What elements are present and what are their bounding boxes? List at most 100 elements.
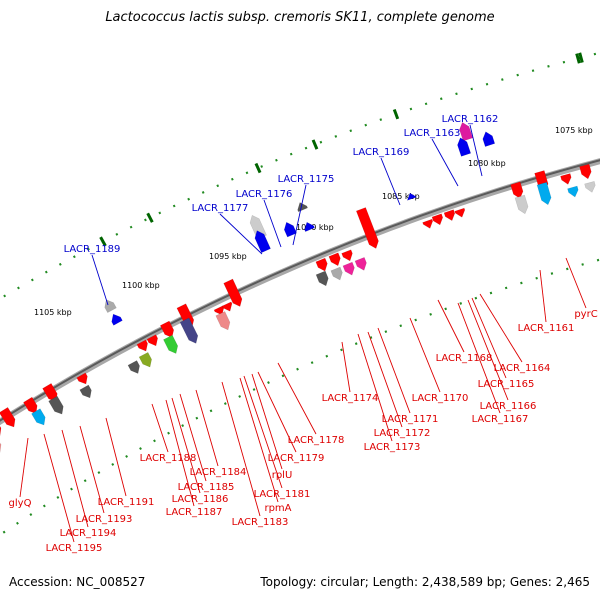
reverse-gene-block	[0, 406, 16, 428]
gene-label-glyq: glyQ	[9, 498, 32, 509]
gene-label-lacr-1194: LACR_1194	[60, 528, 117, 539]
reverse-gene-block	[454, 207, 466, 218]
reverse-gene-block	[213, 305, 225, 316]
tick-label-1105-kbp: 1105 kbp	[34, 308, 72, 317]
gene-label-lacr-1173: LACR_1173	[364, 442, 421, 453]
gene-label-lacr-1162: LACR_1162	[442, 114, 499, 125]
reverse-gene-block	[328, 252, 341, 267]
gene-label-lacr-1193: LACR_1193	[76, 514, 133, 525]
accession-text: Accession: NC_008527	[9, 575, 146, 589]
tick-label-1075-kbp: 1075 kbp	[555, 126, 593, 135]
reverse-gene-block	[215, 311, 231, 331]
leader-line-lacr-1170	[409, 317, 441, 393]
tick-label-1090-kbp: 1090 kbp	[296, 223, 334, 232]
leader-line-lacr-1183	[221, 381, 261, 517]
leader-line-lacr-1173	[357, 333, 393, 442]
leader-line-lacr-1193	[79, 425, 105, 514]
reverse-gene-block	[221, 301, 233, 312]
tick-mark-1095-kbp	[254, 162, 262, 174]
leader-line-pyrc	[565, 257, 587, 309]
leader-line-lacr-1194	[61, 429, 89, 528]
reverse-gene-block	[163, 334, 179, 354]
reverse-gene-block	[42, 383, 58, 402]
leader-line-rpma	[239, 377, 279, 503]
leader-line-lacr-1185	[179, 393, 207, 482]
gene-label-lacr-1167: LACR_1167	[472, 414, 529, 425]
gene-label-lacr-1189: LACR_1189	[64, 244, 121, 255]
leader-line-lacr-1168	[437, 299, 465, 353]
leader-line-lacr-1181	[243, 375, 283, 489]
gene-label-lacr-1176: LACR_1176	[236, 189, 293, 200]
leader-line-lacr-1162	[469, 124, 483, 177]
reverse-gene-block	[127, 360, 140, 374]
tick-mark-1090-kbp	[311, 139, 319, 150]
leader-line-lacr-1167	[457, 302, 501, 414]
gene-label-lacr-1187: LACR_1187	[166, 507, 223, 518]
gene-label-lacr-1177: LACR_1177	[192, 203, 249, 214]
reverse-gene-block	[79, 384, 92, 399]
leader-line-lacr-1161	[539, 269, 547, 323]
reverse-gene-block	[579, 163, 592, 180]
forward-gene-block	[249, 214, 267, 240]
gene-label-lacr-1175: LACR_1175	[278, 174, 335, 185]
reverse-gene-block	[422, 218, 433, 229]
leader-line-lacr-1165	[471, 297, 507, 379]
leader-line-lacr-1177	[219, 213, 263, 255]
gene-label-lacr-1161: LACR_1161	[518, 323, 575, 334]
leader-line-lacr-1188	[151, 403, 169, 453]
gene-label-lacr-1191: LACR_1191	[98, 497, 155, 508]
forward-gene-block	[297, 202, 308, 213]
forward-gene-block	[459, 122, 474, 142]
gene-label-pyrc: pyrC	[574, 309, 597, 320]
reverse-gene-block	[514, 194, 529, 215]
forward-gene-block	[304, 221, 315, 232]
reverse-gene-block	[342, 261, 355, 276]
leader-line-lacr-1171	[377, 327, 411, 414]
reverse-gene-block	[179, 317, 199, 344]
reverse-gene-block	[536, 181, 552, 206]
gene-label-lacr-1185: LACR_1185	[178, 482, 235, 493]
gene-label-lacr-1174: LACR_1174	[322, 393, 379, 404]
gene-label-lacr-1183: LACR_1183	[232, 517, 289, 528]
reverse-gene-block	[584, 181, 596, 193]
reverse-gene-block	[443, 209, 456, 222]
reverse-gene-block	[159, 320, 175, 338]
reverse-gene-block	[431, 213, 444, 226]
tick-label-1100-kbp: 1100 kbp	[122, 281, 160, 290]
reverse-gene-block	[341, 249, 353, 262]
leader-line-lacr-1195	[43, 433, 75, 543]
gene-label-lacr-1186: LACR_1186	[172, 494, 229, 505]
reverse-gene-block	[510, 181, 524, 199]
leader-line-lacr-1175	[292, 184, 307, 246]
gene-label-lacr-1172: LACR_1172	[374, 428, 431, 439]
page-title: Lactococcus lactis subsp. cremoris SK11,…	[105, 10, 495, 25]
reverse-gene-block	[355, 207, 379, 249]
gene-label-rplu: rplU	[272, 470, 293, 481]
reverse-gene-block	[315, 270, 329, 287]
gene-label-lacr-1169: LACR_1169	[353, 147, 410, 158]
gene-label-lacr-1181: LACR_1181	[254, 489, 311, 500]
gene-label-rpma: rpmA	[264, 503, 291, 514]
leader-line-lacr-1176	[263, 199, 282, 248]
reverse-gene-block	[146, 334, 158, 347]
gene-label-lacr-1164: LACR_1164	[494, 363, 551, 374]
leader-line-lacr-1178	[277, 362, 317, 435]
gene-label-lacr-1166: LACR_1166	[480, 401, 537, 412]
gene-label-lacr-1170: LACR_1170	[412, 393, 469, 404]
tick-mark-1085-kbp	[392, 108, 400, 120]
gene-label-lacr-1165: LACR_1165	[478, 379, 535, 390]
forward-gene-block	[111, 313, 123, 326]
leader-line-rplu	[251, 373, 283, 470]
gene-label-lacr-1163: LACR_1163	[404, 128, 461, 139]
leader-line-lacr-1191	[105, 417, 127, 497]
leader-line-lacr-1164	[479, 293, 523, 363]
leader-line-lacr-1184	[195, 389, 219, 467]
tick-label-1080-kbp: 1080 kbp	[468, 159, 506, 168]
forward-gene-block	[104, 299, 117, 314]
inner-dotted-track	[0, 258, 600, 537]
reverse-gene-block	[138, 352, 152, 368]
reverse-gene-block	[23, 396, 38, 414]
reverse-gene-block	[560, 173, 572, 185]
reverse-gene-block	[567, 185, 579, 198]
